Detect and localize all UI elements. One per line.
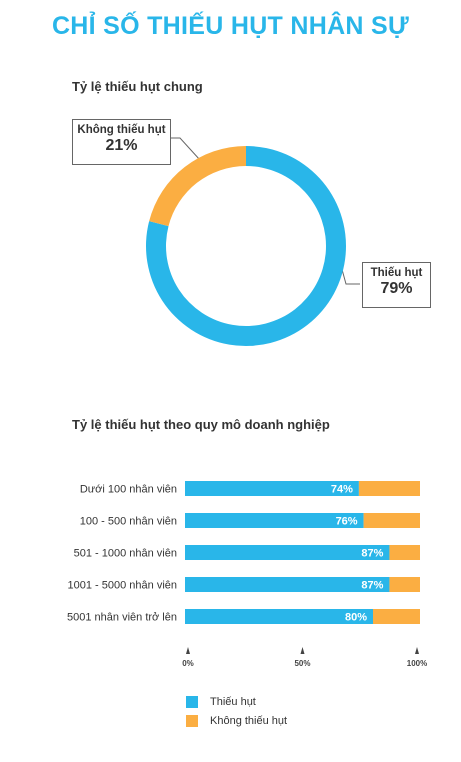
donut-slice-1 [149,146,246,227]
bar-segment-0 [185,609,373,624]
legend-swatch-not-shortage [186,715,198,727]
category-label: 100 - 500 nhân viên [80,516,177,528]
donut-chart-title: Tỷ lệ thiếu hụt chung [72,79,203,94]
bar-value-label: 76% [336,516,358,528]
legend-swatch-shortage [186,696,198,708]
category-label: Dưới 100 nhân viên [80,484,177,496]
bar-segment-1 [389,577,420,592]
axis-tick-label: 0% [182,659,194,668]
category-label: 5001 nhân viên trở lên [67,612,177,624]
callout-shortage-value: 79% [380,280,413,298]
bar-segment-0 [185,481,359,496]
donut-chart [145,137,360,346]
axis-tick-marker [415,647,419,654]
legend-label-shortage: Thiếu hụt [210,696,256,708]
callout-leader-left [168,137,201,161]
callout-not-shortage: Không thiếu hụt 21% [72,119,171,165]
bar-segment-1 [373,609,420,624]
bar-segment-0 [185,577,390,592]
callout-shortage-label: Thiếu hụt [370,267,423,279]
bar-segment-0 [185,513,364,528]
bar-chart-title: Tỷ lệ thiếu hụt theo quy mô doanh nghiệp [72,417,330,432]
bar-value-label: 87% [361,548,383,560]
legend-item-shortage: Thiếu hụt [186,696,256,708]
callout-not-shortage-value: 21% [105,137,138,155]
axis-tick-label: 100% [407,659,427,668]
category-label: 1001 - 5000 nhân viên [68,580,177,592]
bar-value-label: 80% [345,612,367,624]
callout-shortage: Thiếu hụt 79% [362,262,431,308]
bar-segment-0 [185,545,390,560]
bar-segment-1 [363,513,420,528]
bar-value-label: 74% [331,484,353,496]
category-label: 501 - 1000 nhân viên [74,548,177,560]
bar-segment-1 [389,545,420,560]
bar-segment-1 [358,481,420,496]
legend-item-not-shortage: Không thiếu hụt [186,715,287,727]
callout-not-shortage-label: Không thiếu hụt [77,124,166,136]
axis-tick-marker [300,647,305,654]
axis-tick-label: 50% [294,659,310,668]
axis-tick-marker [186,647,190,654]
page-title: CHỈ SỐ THIẾU HỤT NHÂN SỰ [51,12,410,40]
legend-label-not-shortage: Không thiếu hụt [210,715,288,727]
bar-value-label: 87% [361,580,383,592]
